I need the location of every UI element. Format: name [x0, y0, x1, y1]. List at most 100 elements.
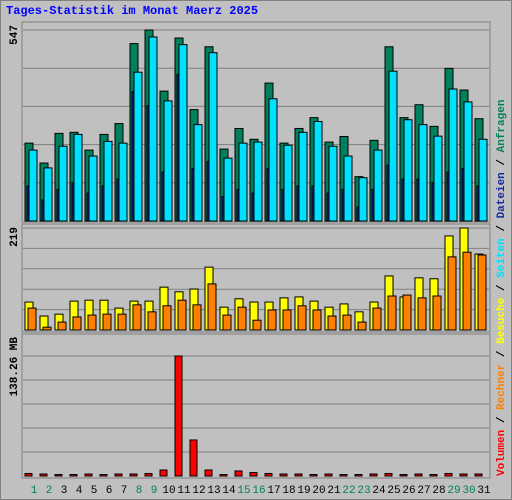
chart-title: Tages-Statistik im Monat Maerz 2025 — [6, 4, 258, 18]
bar — [249, 472, 258, 477]
bar — [418, 124, 428, 222]
x-tick-label: 28 — [432, 485, 445, 497]
bar — [28, 149, 38, 222]
bar — [313, 120, 323, 222]
x-tick-label: 7 — [121, 485, 128, 497]
x-tick-label: 24 — [372, 485, 386, 497]
bar — [417, 297, 427, 331]
x-tick-label: 5 — [91, 485, 98, 497]
legend-separator: / — [496, 284, 508, 291]
bar — [298, 131, 308, 222]
legend-entry: Rechner — [496, 364, 508, 410]
panels — [21, 21, 491, 479]
x-tick-label: 29 — [447, 485, 460, 497]
bar — [42, 326, 52, 331]
y-tick-label: 138.26 MB — [9, 337, 21, 397]
bar — [447, 256, 457, 331]
bar — [477, 254, 487, 331]
x-tick-label: 27 — [417, 485, 430, 497]
x-tick-label: 25 — [387, 485, 400, 497]
x-tick-label: 22 — [342, 485, 355, 497]
bar — [297, 305, 307, 331]
y-tick-label: 219 — [9, 227, 21, 247]
bar — [279, 473, 288, 477]
bar — [294, 473, 303, 477]
bar — [129, 473, 138, 477]
bar — [282, 309, 292, 331]
legend: Volumen / Rechner / Besuche / Seiten / D… — [496, 100, 508, 476]
bar — [177, 299, 187, 331]
bar — [114, 473, 123, 477]
bar — [399, 474, 408, 477]
bar — [252, 319, 262, 331]
bar — [312, 309, 322, 331]
bar — [27, 307, 37, 331]
bar — [429, 474, 438, 477]
bar — [354, 474, 363, 477]
bar — [357, 321, 367, 331]
bar — [189, 439, 198, 477]
bar — [369, 473, 378, 477]
legend-entry: Dateien — [496, 172, 508, 218]
bar — [163, 100, 173, 222]
x-tick-label: 16 — [252, 485, 265, 497]
legend-entry: Volumen — [496, 430, 508, 476]
legend-entry: Anfragen — [496, 100, 508, 153]
x-tick-label: 21 — [327, 485, 341, 497]
bar — [402, 294, 412, 331]
bar — [253, 141, 263, 222]
bar — [373, 149, 383, 222]
bar — [388, 70, 398, 222]
bar — [328, 145, 338, 222]
x-tick-label: 23 — [357, 485, 370, 497]
bar — [144, 472, 153, 477]
bar — [234, 470, 243, 477]
x-tick-label: 10 — [162, 485, 175, 497]
bar — [372, 307, 382, 331]
panel — [21, 333, 491, 479]
x-tick-label: 9 — [151, 485, 158, 497]
bar — [99, 474, 108, 477]
bar — [387, 295, 397, 331]
legend-entry: Besuche — [496, 297, 508, 344]
bar — [204, 469, 213, 477]
bar — [414, 473, 423, 477]
x-tick-label: 8 — [136, 485, 143, 497]
bar — [237, 306, 247, 331]
x-tick-label: 12 — [192, 485, 205, 497]
x-tick-label: 3 — [61, 485, 68, 497]
x-tick-label: 11 — [177, 485, 191, 497]
bar — [73, 133, 83, 222]
bar — [102, 313, 112, 331]
x-tick-label: 20 — [312, 485, 325, 497]
bar — [474, 473, 483, 477]
bar — [267, 309, 277, 331]
bar — [384, 472, 393, 477]
bar — [462, 251, 472, 331]
legend-separator: / — [496, 225, 508, 232]
bar — [117, 313, 127, 331]
bar — [162, 305, 172, 331]
bar — [118, 142, 128, 222]
bar — [432, 295, 442, 331]
bar — [133, 71, 143, 222]
x-tick-label: 15 — [237, 485, 250, 497]
bar — [178, 44, 188, 222]
bar — [478, 138, 488, 222]
bar — [54, 474, 63, 477]
bar — [339, 474, 348, 477]
legend-entry: Seiten — [496, 238, 508, 278]
bar — [87, 314, 97, 331]
bar — [309, 474, 318, 477]
bar — [264, 472, 273, 477]
bar — [444, 472, 453, 477]
bar — [324, 473, 333, 477]
bar — [148, 36, 158, 222]
bar — [343, 155, 353, 222]
bar — [207, 283, 217, 331]
bar — [58, 145, 68, 222]
bar — [463, 101, 473, 222]
bar — [147, 311, 157, 331]
bar — [43, 167, 53, 222]
